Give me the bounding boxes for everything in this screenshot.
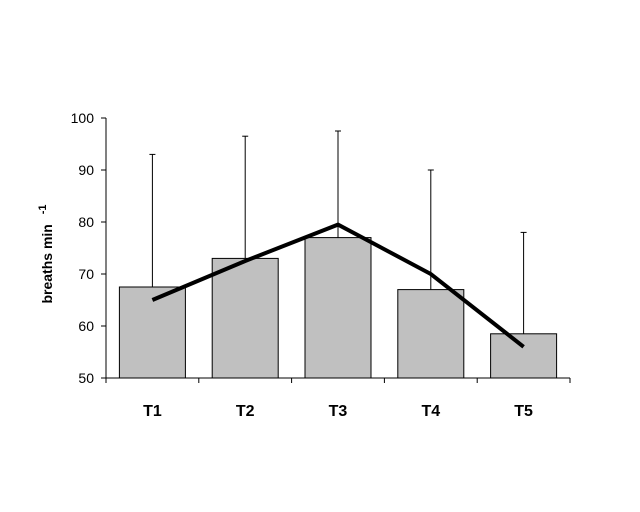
y-axis-ticks: 50 60 70 80 90 100	[71, 110, 106, 386]
x-category-label: T2	[236, 403, 255, 420]
y-tick-label: 80	[78, 214, 94, 230]
x-category-label: T4	[421, 403, 440, 420]
bar-t2	[211, 257, 279, 379]
y-tick-label: 70	[78, 266, 94, 282]
y-tick-label: 90	[78, 162, 94, 178]
y-axis-title-text: breaths min	[39, 224, 55, 303]
bar-t1	[118, 286, 186, 379]
axes	[105, 118, 571, 383]
bars	[118, 237, 558, 379]
x-category-label: T3	[329, 403, 348, 420]
trend-line	[151, 222, 525, 349]
bar-t3	[304, 237, 372, 379]
x-category-label: T1	[143, 403, 162, 420]
bar-t4	[397, 289, 465, 379]
y-axis-title: breaths min -1	[37, 204, 55, 303]
trend-line-layer	[151, 222, 525, 349]
y-tick-label: 60	[78, 318, 94, 334]
y-tick-label: 50	[78, 370, 94, 386]
x-axis-labels: T1 T2 T3 T4 T5	[143, 403, 533, 420]
y-axis-title-superscript: -1	[37, 204, 49, 214]
error-bars	[149, 130, 527, 334]
bar-t5	[490, 333, 558, 379]
y-tick-label: 100	[71, 110, 95, 126]
x-category-label: T5	[514, 403, 533, 420]
